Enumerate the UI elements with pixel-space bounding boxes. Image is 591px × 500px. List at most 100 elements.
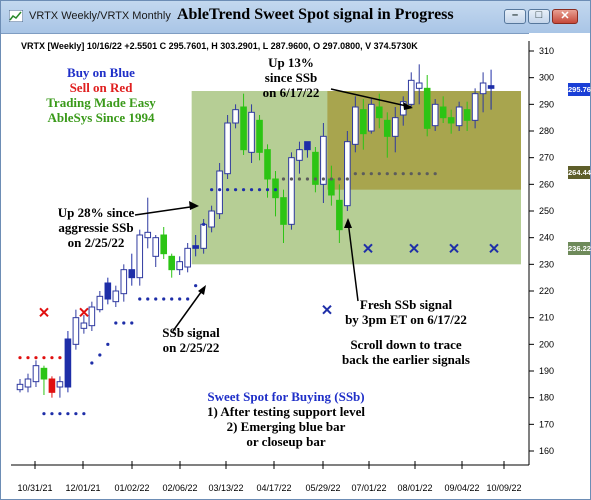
price-bar bbox=[88, 306, 96, 327]
x-tick-label: 07/01/22 bbox=[351, 483, 386, 493]
up13-line2: since SSb bbox=[264, 70, 318, 85]
sweet-line2: 2) Emerging blue bar bbox=[226, 419, 346, 434]
blue-signal-dot bbox=[425, 172, 429, 176]
price-tag: 236.224 bbox=[568, 241, 591, 255]
blue-x-marker bbox=[322, 304, 332, 315]
price-bar bbox=[184, 247, 191, 268]
blue-signal-dot bbox=[66, 412, 70, 416]
arrowhead-up13 bbox=[403, 102, 413, 110]
blue-signal-dot bbox=[265, 188, 270, 192]
blue-signal-dot bbox=[393, 172, 397, 176]
blue-signal-dot bbox=[50, 412, 54, 416]
red-signal-dot bbox=[18, 356, 22, 360]
price-bar bbox=[208, 210, 215, 228]
blue-signal-dot bbox=[249, 188, 254, 192]
price-bars bbox=[16, 64, 495, 398]
blue-signal-dot bbox=[170, 297, 174, 301]
red-x-marker bbox=[39, 307, 49, 318]
up28-line3: on 2/25/22 bbox=[67, 235, 125, 250]
blue-signal-dot bbox=[202, 222, 206, 226]
price-bar bbox=[224, 122, 231, 175]
blue-signal-dot bbox=[130, 321, 134, 325]
blue-signal-dot bbox=[257, 188, 262, 192]
annotation-scroll: Scroll down to trace back the earlier si… bbox=[326, 337, 486, 367]
price-bar bbox=[24, 378, 32, 388]
up28-line2: aggressie SSb bbox=[58, 220, 134, 235]
price-bar bbox=[128, 269, 136, 279]
blue-signal-dot bbox=[321, 177, 326, 181]
price-bar bbox=[264, 149, 271, 180]
blue-signal-dot bbox=[90, 361, 94, 365]
arrow-up28 bbox=[134, 205, 198, 216]
x-tick-label: 01/02/22 bbox=[114, 483, 149, 493]
close-button[interactable]: ✕ bbox=[552, 9, 578, 24]
close-icon: ✕ bbox=[560, 10, 570, 22]
x-tick-label: 10/31/21 bbox=[17, 483, 52, 493]
blue-signal-dot bbox=[273, 188, 278, 192]
price-bar bbox=[463, 109, 471, 121]
maximize-button[interactable]: □ bbox=[528, 9, 550, 24]
price-bar bbox=[336, 199, 343, 231]
x-tick-label: 09/04/22 bbox=[444, 483, 479, 493]
price-tag: 295.760 bbox=[568, 82, 591, 96]
y-tick-label: 260 bbox=[539, 179, 554, 189]
blue-signal-dot bbox=[162, 297, 166, 301]
arrow-fresh bbox=[347, 220, 359, 302]
price-bar bbox=[112, 290, 120, 303]
minimize-icon: – bbox=[511, 9, 519, 21]
x-tick-label: 10/09/22 bbox=[486, 483, 521, 493]
price-bar bbox=[344, 141, 351, 207]
price-bar bbox=[312, 151, 319, 185]
price-bar bbox=[160, 234, 168, 255]
arrow-up13 bbox=[330, 88, 412, 108]
blue-signal-dot bbox=[98, 353, 102, 357]
legend-block: Buy on Blue Sell on Red Trading Made Eas… bbox=[31, 65, 171, 125]
price-bar bbox=[40, 367, 48, 380]
blue-signal-dot bbox=[361, 172, 365, 176]
blue-signal-dot bbox=[74, 412, 78, 416]
sweet-line1: 1) After testing support level bbox=[207, 404, 365, 419]
blue-signal-dot bbox=[281, 177, 286, 181]
title-bar[interactable]: VRTX Weekly/VRTX Monthly AbleTrend Sweet… bbox=[1, 1, 590, 34]
blue-signal-dot bbox=[138, 297, 142, 301]
price-bar bbox=[391, 117, 399, 137]
price-bar bbox=[280, 197, 287, 225]
up13-line3: on 6/17/22 bbox=[262, 85, 320, 100]
blue-signal-dot bbox=[186, 297, 190, 301]
legend-buy: Buy on Blue bbox=[67, 65, 135, 80]
y-tick-label: 290 bbox=[539, 99, 554, 109]
blue-signal-dot bbox=[154, 297, 158, 301]
up13-line1: Up 13% bbox=[268, 55, 314, 70]
blue-signal-dot bbox=[337, 177, 341, 181]
blue-x-marker bbox=[449, 243, 459, 254]
price-bar bbox=[368, 103, 375, 132]
blue-signal-dot bbox=[345, 177, 349, 181]
red-signal-dot bbox=[34, 356, 38, 360]
price-bar bbox=[16, 383, 24, 391]
price-bar bbox=[200, 223, 207, 249]
legend-since: AbleSys Since 1994 bbox=[47, 110, 155, 125]
price-bar bbox=[136, 234, 144, 279]
price-bar bbox=[80, 322, 88, 329]
price-bar bbox=[455, 106, 463, 127]
window-title: VRTX Weekly/VRTX Monthly bbox=[29, 10, 171, 22]
price-bar bbox=[296, 149, 303, 161]
blue-signal-dot bbox=[210, 188, 214, 192]
blue-signal-dot bbox=[106, 342, 110, 346]
price-bar bbox=[248, 111, 255, 153]
price-bar bbox=[447, 117, 455, 124]
blue-signal-dot bbox=[82, 412, 86, 416]
blue-signal-dot bbox=[225, 188, 230, 192]
arrowhead-fresh bbox=[344, 218, 352, 228]
y-tick-label: 200 bbox=[539, 339, 554, 349]
blue-signal-dot bbox=[297, 177, 302, 181]
price-bar bbox=[72, 317, 80, 345]
price-chart[interactable]: 160 170 180 190 200 210 220 230 240 250 260 270 280 2… bbox=[1, 33, 590, 499]
chart-info-line: VRTX [Weekly] 10/16/22 +2.5501 C 295.760… bbox=[21, 41, 418, 51]
x-tick-label: 04/17/22 bbox=[256, 483, 291, 493]
y-tick-label: 210 bbox=[539, 313, 554, 323]
minimize-button[interactable]: – bbox=[504, 9, 526, 24]
price-bar bbox=[256, 119, 263, 153]
price-bar bbox=[439, 106, 447, 119]
y-tick-label: 230 bbox=[539, 259, 554, 269]
